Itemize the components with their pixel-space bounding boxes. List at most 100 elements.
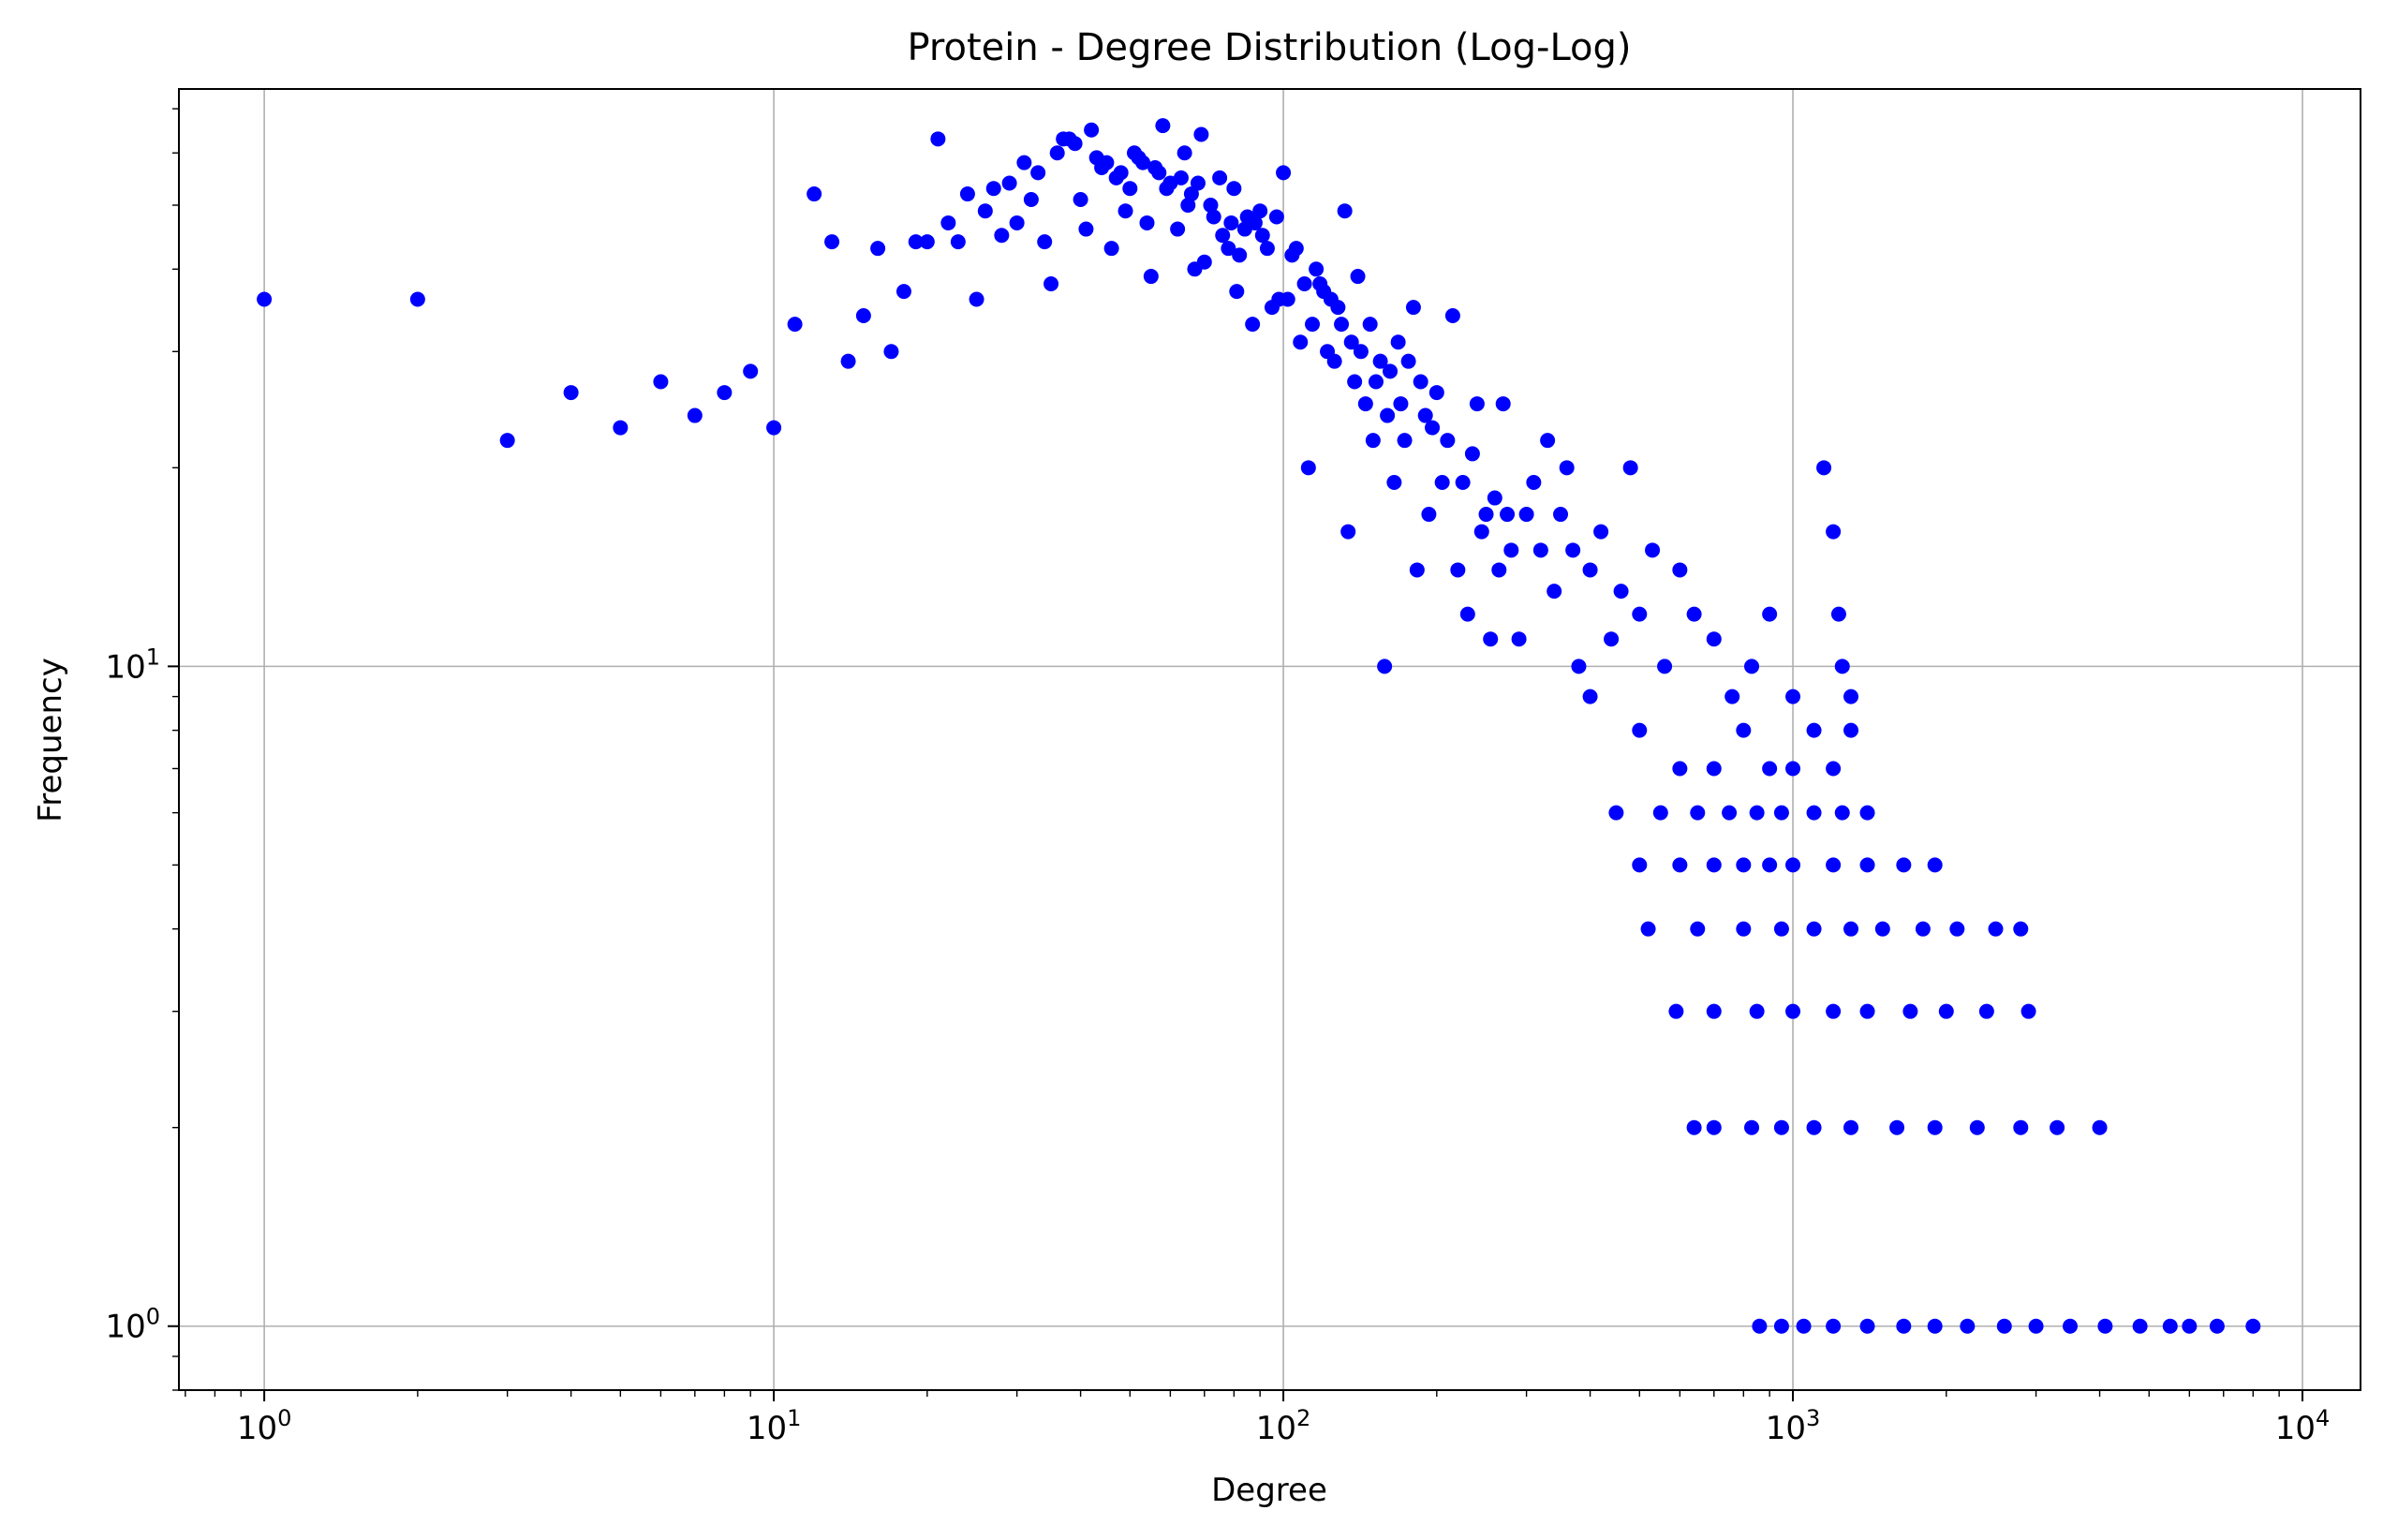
data-point (1143, 269, 1159, 285)
data-point (2097, 1318, 2113, 1334)
data-point (1483, 631, 1499, 647)
data-point (1280, 291, 1295, 307)
data-point (807, 186, 822, 202)
data-point (1135, 155, 1151, 170)
data-point (1859, 857, 1875, 873)
data-point (1645, 542, 1661, 558)
data-point (2050, 1119, 2065, 1135)
data-point (1293, 334, 1309, 350)
data-point (2245, 1318, 2261, 1334)
data-point (1326, 353, 1342, 369)
data-point (2162, 1318, 2178, 1334)
data-point (2028, 1318, 2044, 1334)
data-point (1206, 209, 1221, 225)
data-point (1582, 689, 1598, 704)
data-point (2092, 1119, 2108, 1135)
data-point (1334, 317, 1350, 333)
data-point (1151, 165, 1167, 181)
data-point (2132, 1318, 2148, 1334)
data-point (1353, 344, 1369, 360)
data-point (1613, 584, 1629, 600)
data-point (1073, 191, 1088, 207)
data-point (1706, 631, 1722, 647)
data-point (1582, 562, 1598, 578)
tick-labels: 100 101 102 103 104 100 101 (105, 644, 2330, 1447)
data-point (1247, 215, 1263, 230)
data-point (1016, 155, 1032, 170)
data-point (1305, 317, 1321, 333)
data-point (1762, 606, 1778, 622)
data-point (1400, 353, 1416, 369)
data-point (1425, 420, 1441, 436)
data-point (1773, 805, 1789, 821)
chart-title: Protein - Degree Distribution (Log-Log) (908, 26, 1632, 69)
data-point (895, 284, 911, 300)
data-point (1978, 1003, 1994, 1019)
data-point (257, 291, 273, 307)
data-point (1518, 507, 1534, 523)
data-point (1826, 1318, 1842, 1334)
data-point (1343, 334, 1359, 350)
data-point (1706, 761, 1722, 777)
data-point (1393, 396, 1409, 412)
data-point (1706, 857, 1722, 873)
data-point (1215, 228, 1231, 244)
data-point (1752, 1318, 1768, 1334)
data-point (908, 234, 924, 250)
data-point (1464, 446, 1480, 462)
data-point (1177, 145, 1192, 161)
data-point (1902, 1003, 1918, 1019)
data-point (1268, 209, 1284, 225)
data-point (1927, 1119, 1943, 1135)
data-point (1368, 374, 1384, 390)
data-point (1383, 363, 1399, 379)
data-point (1632, 857, 1648, 873)
data-point (1785, 761, 1801, 777)
plot-frame (178, 88, 2361, 1391)
data-point (1390, 334, 1406, 350)
x-tick-label: 102 (1256, 1405, 1311, 1447)
data-point (1540, 433, 1556, 449)
data-point (1749, 1003, 1765, 1019)
data-point (969, 291, 984, 307)
data-point (1785, 857, 1801, 873)
data-point (1030, 165, 1046, 181)
data-point (977, 203, 993, 219)
data-point (1103, 241, 1119, 257)
data-point (1434, 475, 1450, 491)
data-point (1927, 1318, 1943, 1334)
data-point (1455, 475, 1471, 491)
data-point (2063, 1318, 2079, 1334)
data-point (1826, 1003, 1842, 1019)
data-point (1122, 181, 1138, 197)
data-point (1672, 562, 1688, 578)
data-point (1816, 460, 1832, 476)
data-point (1652, 805, 1668, 821)
data-point (1843, 689, 1859, 704)
data-point (1806, 722, 1822, 738)
data-point (1938, 1003, 1954, 1019)
data-point (1889, 1119, 1905, 1135)
data-point (1690, 921, 1706, 937)
data-point (1288, 241, 1304, 257)
data-point (1001, 175, 1017, 191)
data-point (1996, 1318, 2012, 1334)
data-point (1155, 118, 1171, 134)
data-point (1668, 1003, 1684, 1019)
data-point (1203, 198, 1219, 214)
data-point (1084, 122, 1100, 138)
data-point (1686, 1119, 1702, 1135)
data-point (1785, 689, 1801, 704)
data-point (1657, 659, 1673, 674)
data-point (1212, 170, 1228, 185)
data-point (1622, 460, 1638, 476)
data-point (613, 420, 629, 436)
data-point (1067, 136, 1083, 152)
data-point (717, 385, 733, 401)
data-point (1478, 507, 1494, 523)
data-point (499, 433, 515, 449)
axis-ticks (168, 108, 2304, 1401)
data-point (1386, 475, 1402, 491)
data-point (1347, 374, 1363, 390)
